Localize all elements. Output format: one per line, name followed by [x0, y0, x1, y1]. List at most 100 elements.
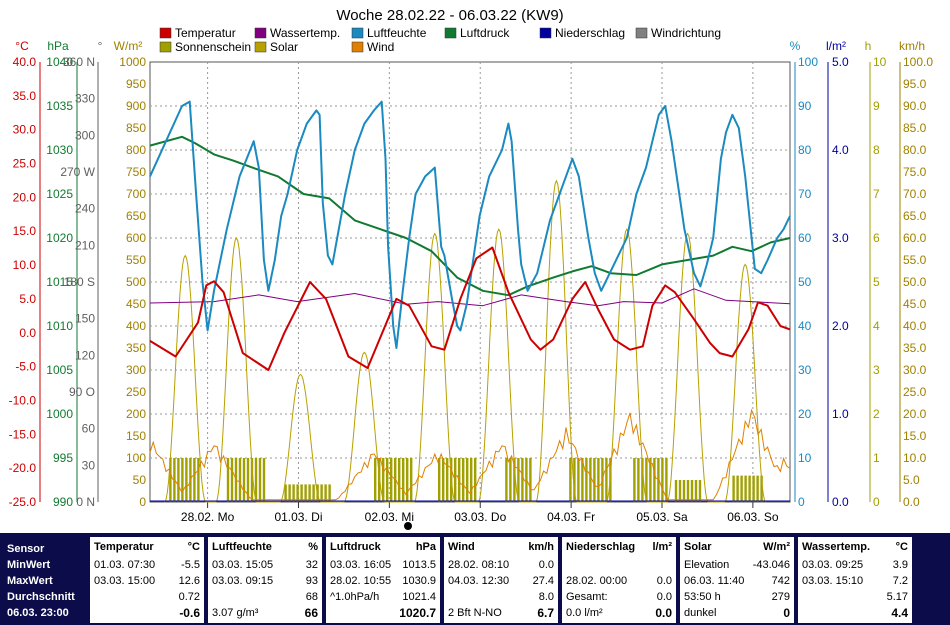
axis-tick-label: 500 [126, 275, 146, 289]
sunshine-bar [169, 458, 172, 502]
axis-tick-label: 1015 [46, 275, 73, 289]
temperature-max: 12.6 [178, 575, 200, 587]
axis-tick-label: 65.0 [903, 209, 927, 223]
axis-tick-label: 0 [139, 495, 146, 509]
axis-tick-label: 30 [82, 458, 96, 472]
water-temperature-panel: Wassertemp. °C 03.03. 09:25 3.9 03.03. 1… [798, 537, 912, 623]
axis-tick-label: 10.0 [13, 258, 37, 272]
sunshine-bar [597, 458, 600, 502]
temperature-header: Temperatur [94, 541, 154, 553]
now-marker [404, 522, 412, 530]
sunshine-bar [752, 475, 755, 502]
axis-unit: km/h [899, 39, 925, 53]
axis-tick-label: 0 N [76, 495, 95, 509]
wind-max: 27.4 [532, 575, 554, 587]
sunshine-bar [505, 458, 508, 502]
sunshine-bar [462, 458, 465, 502]
axis-tick-label: 55.0 [903, 253, 927, 267]
sunshine-bar [177, 458, 180, 502]
sensor-header: Sensor [7, 543, 45, 555]
axis-tick-label: 1040 [46, 55, 73, 69]
axis-tick-label: 20.0 [13, 190, 37, 204]
sunshine-bar [320, 484, 323, 502]
min-label: MinWert [7, 559, 51, 571]
axis-tick-label: 5.0 [903, 473, 920, 487]
axis-tick-label: 35.0 [13, 89, 37, 103]
axis-tick-label: 75.0 [903, 165, 927, 179]
sunshine-bar [288, 484, 291, 502]
wind-header: Wind [448, 541, 475, 553]
pressure-now: 1020.7 [399, 606, 436, 620]
sunshine-bar [230, 458, 234, 502]
solar-now: 0 [783, 606, 790, 620]
wind-unit: km/h [528, 541, 554, 553]
axis-tick-label: 100 [798, 55, 818, 69]
legend-label: Wassertemp. [270, 26, 340, 40]
sunshine-bar [328, 484, 331, 502]
axis-tick-label: 30.0 [903, 363, 927, 377]
water-temperature-avg: 5.17 [886, 591, 908, 603]
precipitation-rate: 0.0 l/m² [566, 607, 603, 619]
legend-swatch [351, 27, 364, 39]
sunshine-bar [197, 458, 200, 502]
sunshine-bar [649, 458, 652, 502]
wind-avg: 8.0 [538, 591, 554, 603]
precipitation-total-label: Gesamt: [566, 591, 608, 603]
axis-tick-label: 1000 [46, 407, 73, 421]
wind-panel: Wind km/h 28.02. 08:10 0.0 04.03. 12:30 … [444, 537, 558, 623]
sunshine-bar [324, 484, 327, 502]
wind-now: 6.7 [537, 606, 554, 620]
solar-max: 742 [771, 575, 790, 587]
axis-tick-label: 2.0 [832, 319, 849, 333]
axis-tick-label: 4 [873, 319, 880, 333]
axis-tick-label: 150 [75, 312, 95, 326]
legend-label: Windrichtung [651, 26, 721, 40]
legend-swatch [254, 41, 267, 53]
axis-tick-label: -5.0 [15, 360, 36, 374]
legend-swatch [159, 27, 172, 39]
x-tick-label: 01.03. Di [274, 510, 322, 524]
precipitation-max: 0.0 [656, 575, 672, 587]
sunshine-bar [304, 484, 307, 502]
x-tick-label: 04.03. Fr [547, 510, 595, 524]
humidity-panel: Luftfeuchte % 03.03. 15:05 32 03.03. 09:… [208, 537, 322, 623]
axis-tick-label: 60.0 [903, 231, 927, 245]
axis-tick-label: 950 [126, 77, 146, 91]
sunshine-bar [238, 458, 242, 502]
axis-tick-label: 120 [75, 348, 95, 362]
legend-label: Niederschlag [555, 26, 625, 40]
axis-tick-label: 0.0 [832, 495, 849, 509]
x-axis-labels: 28.02. Mo 01.03. Di 02.03. Mi 03.03. Do 04.0… [181, 510, 779, 524]
sunshine-bar [517, 458, 520, 502]
axis-tick-label: 360 N [63, 55, 95, 69]
temperature-panel: Temperatur °C 01.03. 07:30 -5.5 03.03. 1… [90, 537, 204, 623]
axis-tick-label: 1.0 [832, 407, 849, 421]
legend-swatch [444, 27, 457, 39]
series-pressure [149, 135, 791, 297]
axis-tick-label: 600 [126, 231, 146, 245]
axis-tick-label: 0.0 [19, 326, 36, 340]
sunshine-bar [686, 480, 690, 502]
weather-chart: °C40.035.030.025.020.015.010.05.00.0-5.0… [9, 7, 933, 530]
axis-tick-label: 100 [126, 451, 146, 465]
axis-tick-label: 700 [126, 187, 146, 201]
precipitation-unit: l/m² [652, 541, 672, 553]
axis-tick-label: 330 [75, 92, 95, 106]
sunshine-bar [589, 458, 592, 502]
solar-header: Solar [684, 541, 712, 553]
sunshine-bar [641, 458, 644, 502]
water-temperature-max: 7.2 [892, 575, 908, 587]
precipitation-max-time: 28.02. 00:00 [566, 575, 628, 587]
pressure-panel: Luftdruck hPa 03.03. 16:05 1013.5 28.02.… [326, 537, 440, 623]
sunshine-bar [760, 475, 763, 502]
sunshine-bar [181, 458, 184, 502]
axis-tick-label: 270 W [60, 165, 95, 179]
series-solar [164, 179, 767, 503]
axis-tick-label: 20.0 [903, 407, 927, 421]
water-temperature-min-time: 03.03. 09:25 [802, 559, 864, 571]
sunshine-bar [633, 458, 636, 502]
grid [150, 62, 790, 508]
pressure-max: 1030.9 [402, 575, 436, 587]
sunshine-bar [744, 475, 747, 502]
sunshine-bar [678, 480, 682, 502]
